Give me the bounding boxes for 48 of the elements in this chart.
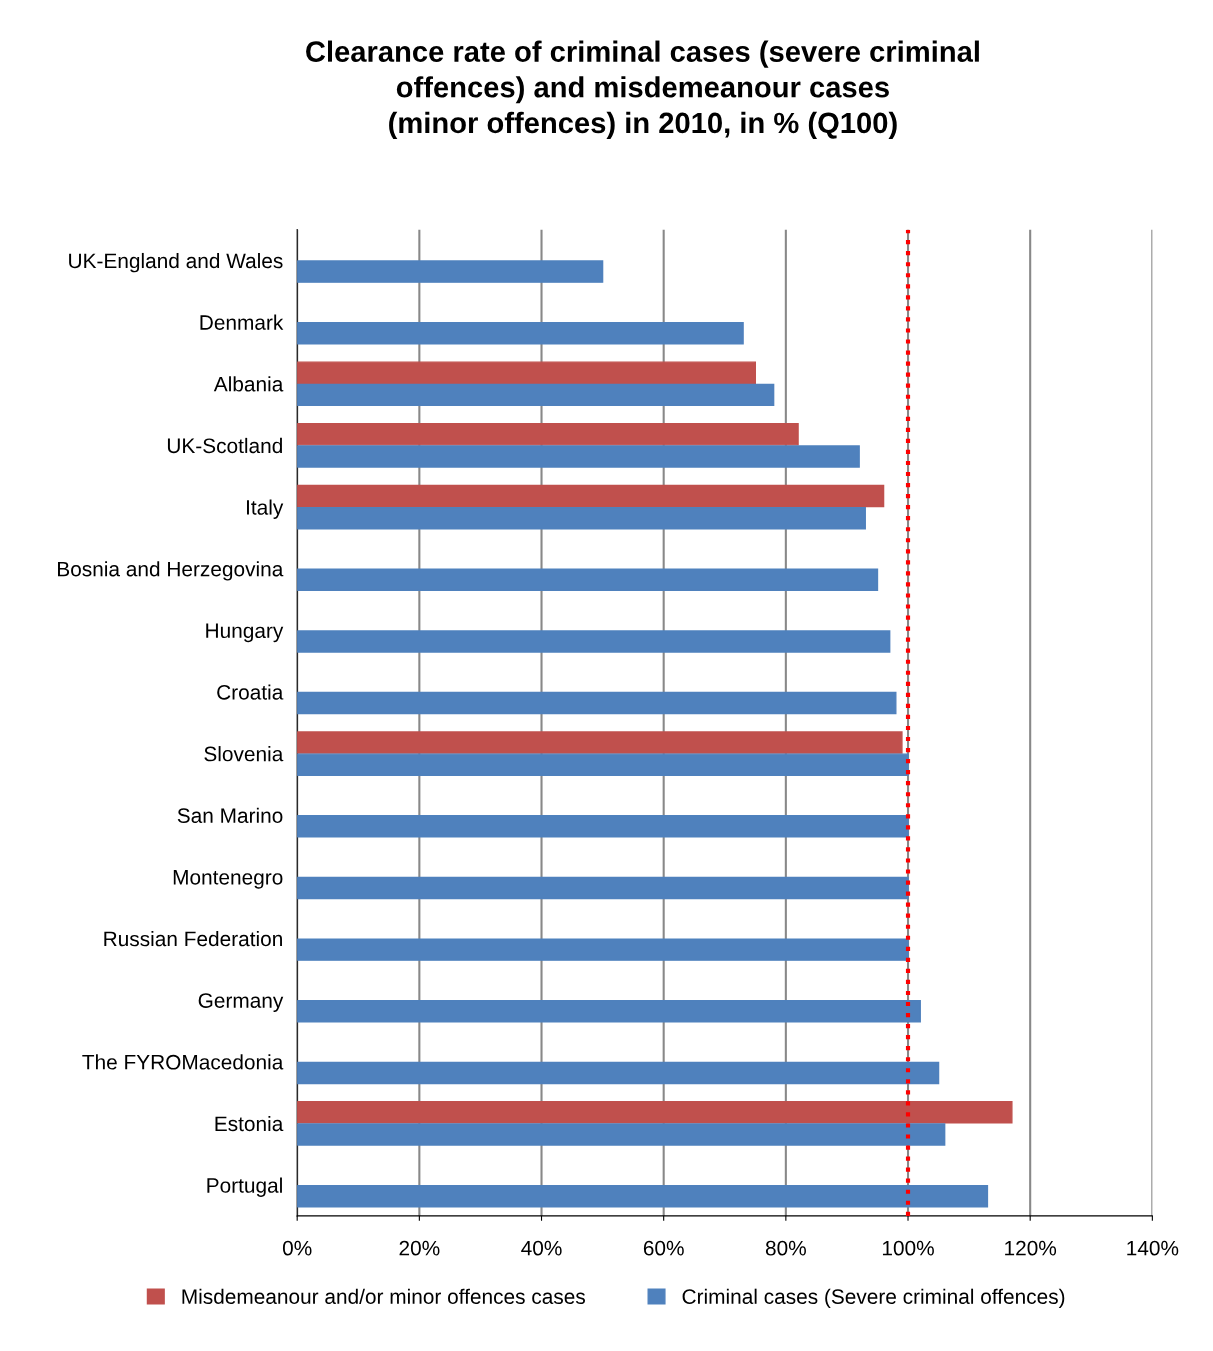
y-tick-label: Hungary [206,623,284,643]
y-tick-label: Germany [198,993,284,1013]
bar [297,321,744,345]
y-tick-label: Estonia [215,1115,284,1132]
y-tick-label: UK-England and Wales [69,252,283,273]
y-tick-label: Croatia [217,684,284,700]
y-tick-label: San Marino [177,807,283,823]
bar [297,484,885,508]
y-tick-label: Bosnia and Herzegovina [58,561,284,581]
bar [297,445,860,468]
y-tick-label: UK-Scotland [167,437,282,454]
y-tick-label: Slovenia [204,746,284,762]
legend-label: Misdemeanour and/or minor offences cases [182,1288,585,1304]
y-tick-label: Russian Federation [104,930,282,947]
bar [297,1061,940,1085]
bar [297,1184,989,1208]
y-tick-label: Italy [247,499,284,519]
y-tick-label: Denmark [200,314,284,330]
bar [297,506,866,530]
x-tick-label: 60% [643,1240,684,1256]
bar [297,1000,921,1023]
y-tick-label: Montenegro [173,870,283,889]
x-tick-label: 80% [765,1240,806,1256]
bar [297,630,891,653]
y-tick-label: Portugal [207,1177,282,1197]
x-tick-label: 120% [1005,1240,1057,1256]
bar [297,753,909,776]
bar [297,423,799,446]
y-tick-label: Albania [213,376,284,392]
bar [297,938,909,961]
legend-label: Criminal cases (Severe criminal offences) [682,1288,1065,1309]
x-tick-label: 100% [882,1240,934,1256]
x-tick-label: 40% [521,1240,562,1256]
x-tick-label: 0% [282,1240,312,1256]
y-tick-label: The FYROMacedonia [82,1054,284,1070]
bar [297,1101,1013,1124]
bar [297,383,775,407]
bar [297,361,757,384]
bar [297,731,903,754]
chart-title: Clearance rate of criminal cases (severe criminal offences) and misdemeanour cases (minor offences) in 2010, in % (Q100) [306,40,979,140]
bar [297,260,604,283]
bar [297,815,909,838]
bar [297,1123,946,1146]
x-tick-label: 140% [1127,1240,1179,1256]
bar [297,691,897,715]
bar [297,568,879,592]
bar [297,876,909,900]
x-tick-label: 20% [399,1240,440,1256]
